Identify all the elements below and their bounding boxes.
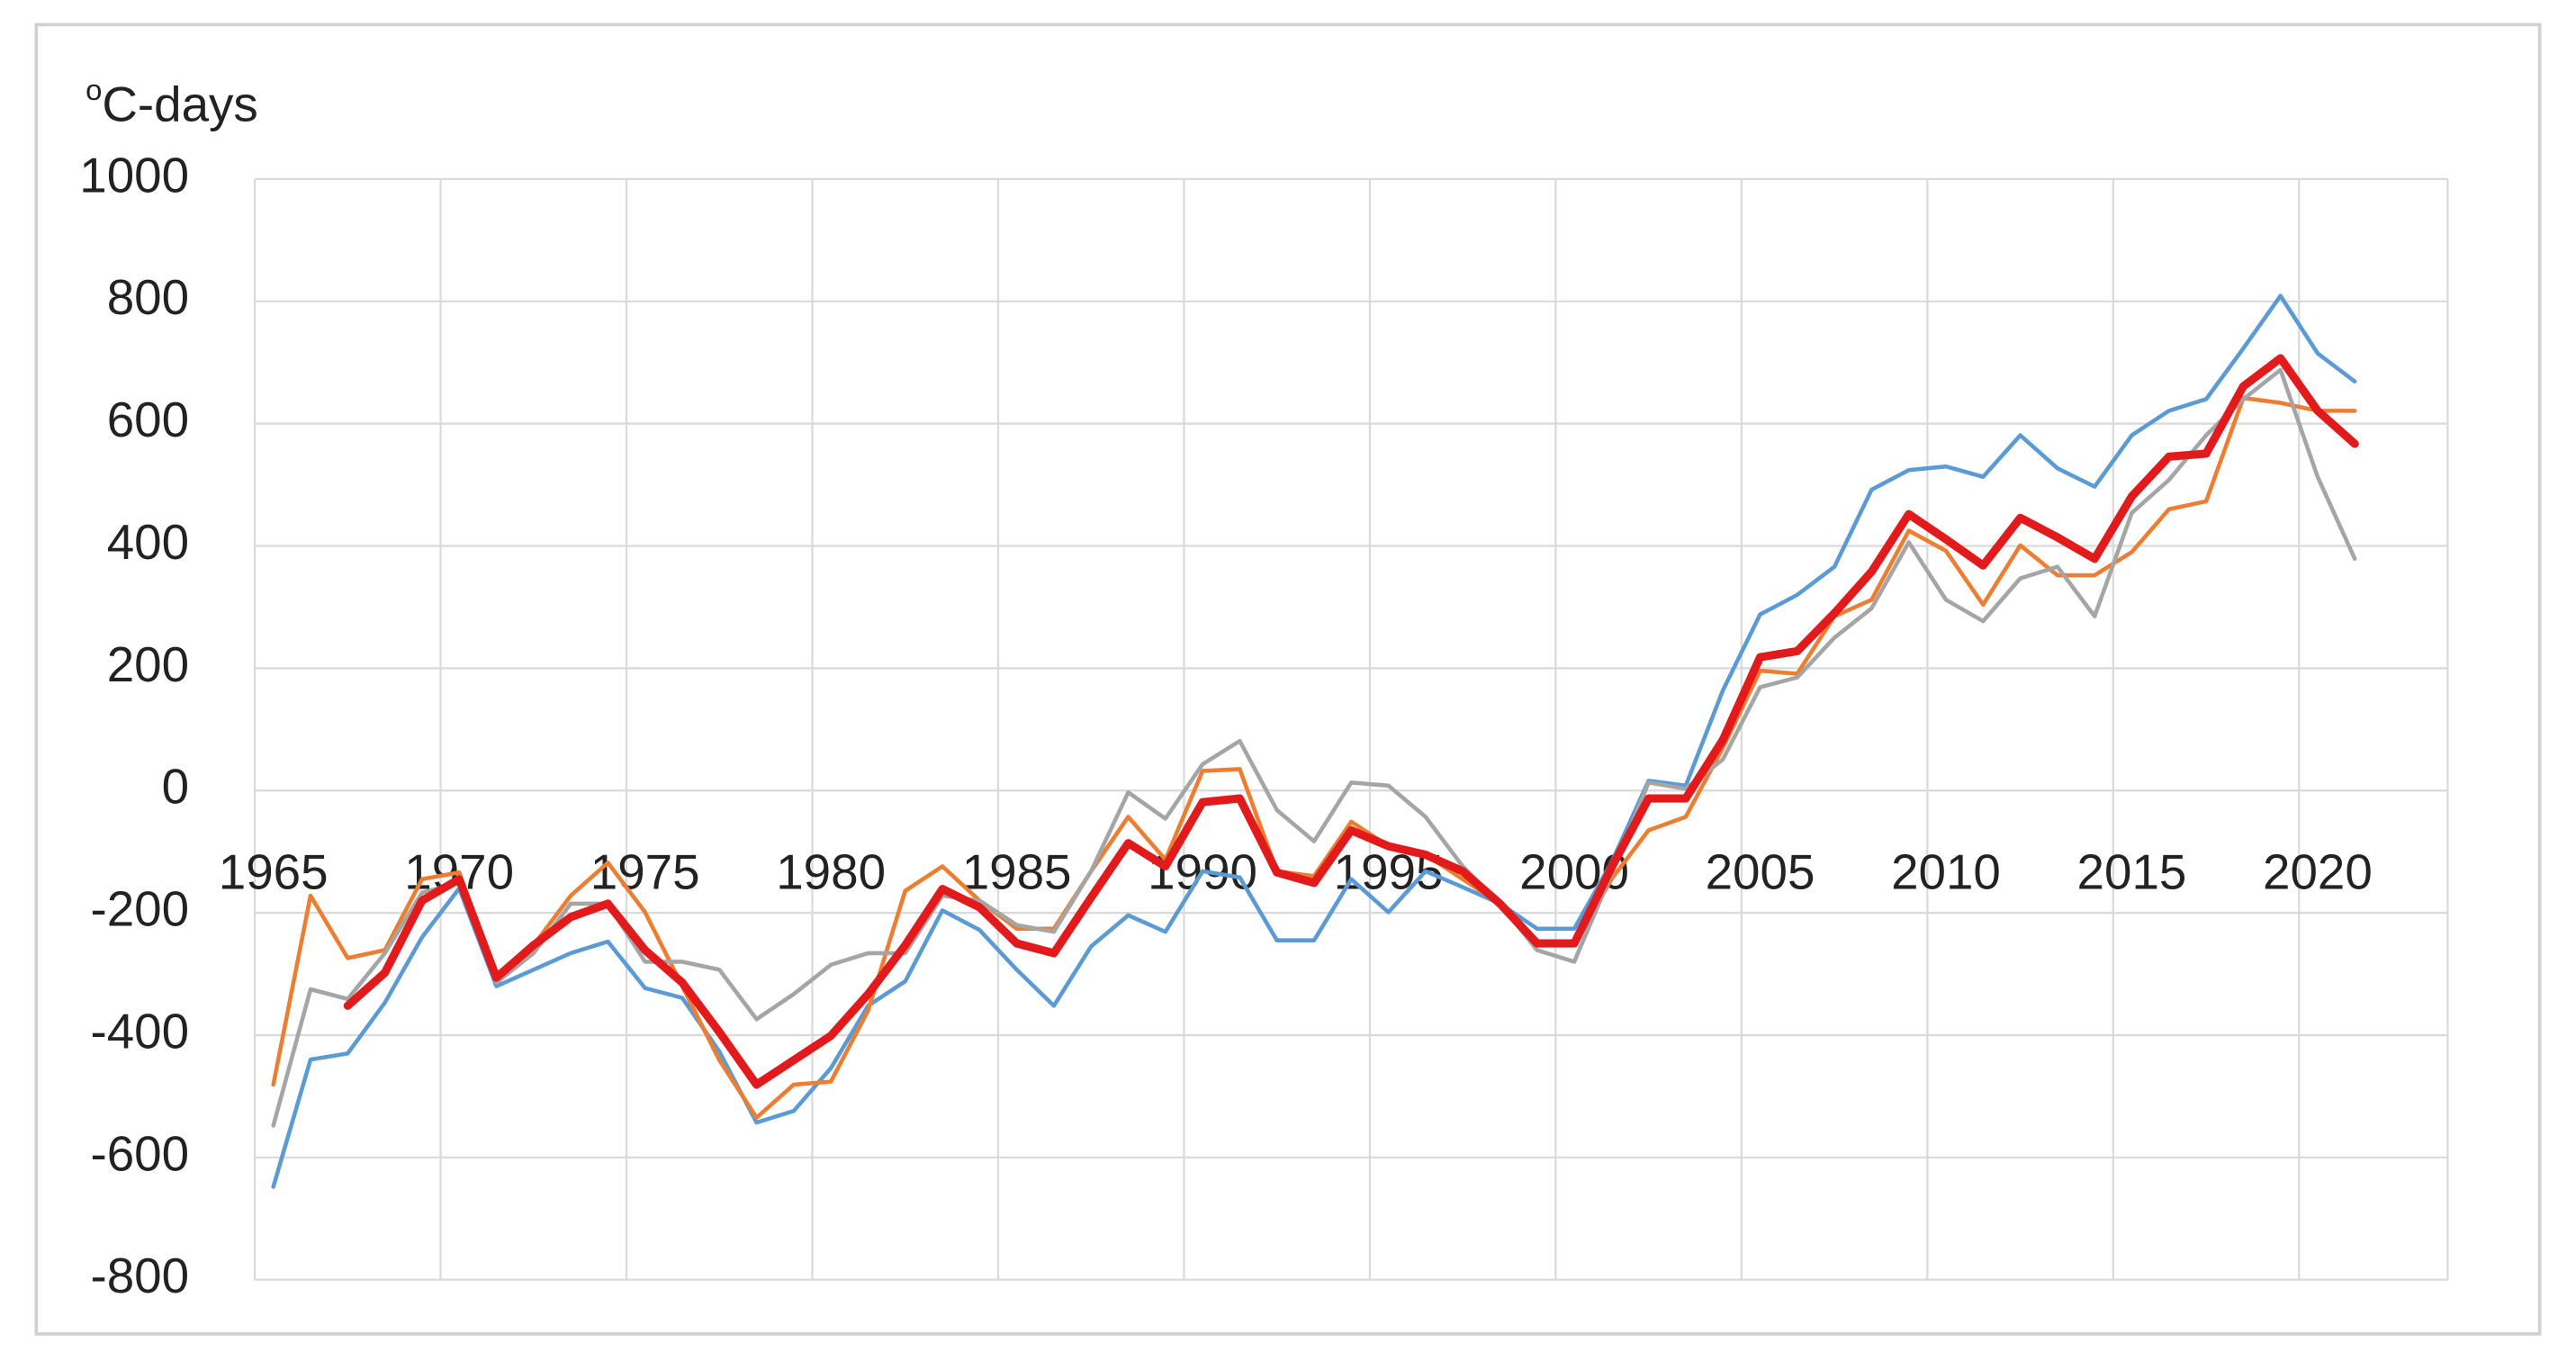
y-tick-label: -800 [90, 1248, 189, 1303]
x-tick-label: 2020 [2263, 844, 2373, 900]
x-tick-label: 1980 [776, 844, 886, 900]
x-tick-label: 1965 [219, 844, 329, 900]
y-label-text: C-days [102, 77, 257, 132]
y-tick-label: -200 [90, 881, 189, 937]
y-tick-label: 800 [107, 269, 189, 325]
y-tick-label: 1000 [79, 147, 189, 203]
y-tick-label: 200 [107, 636, 189, 692]
y-tick-label: 0 [162, 759, 189, 815]
series-line [271, 293, 2357, 1189]
x-tick-label: 1975 [590, 844, 700, 900]
y-axis-label: oC-days [86, 73, 258, 132]
x-tick-label: 2015 [2077, 844, 2187, 900]
x-tick-label: 2010 [1891, 844, 2001, 900]
y-tick-label: 400 [107, 514, 189, 570]
y-label-sup: o [86, 73, 102, 106]
chart-border [34, 23, 2542, 1336]
x-tick-label: 2005 [1706, 844, 1815, 900]
x-tick-label: 1985 [962, 844, 1072, 900]
y-tick-label: -400 [90, 1003, 189, 1059]
series-line [343, 354, 2359, 1089]
y-tick-label: 600 [107, 392, 189, 447]
y-tick-label: -600 [90, 1125, 189, 1181]
